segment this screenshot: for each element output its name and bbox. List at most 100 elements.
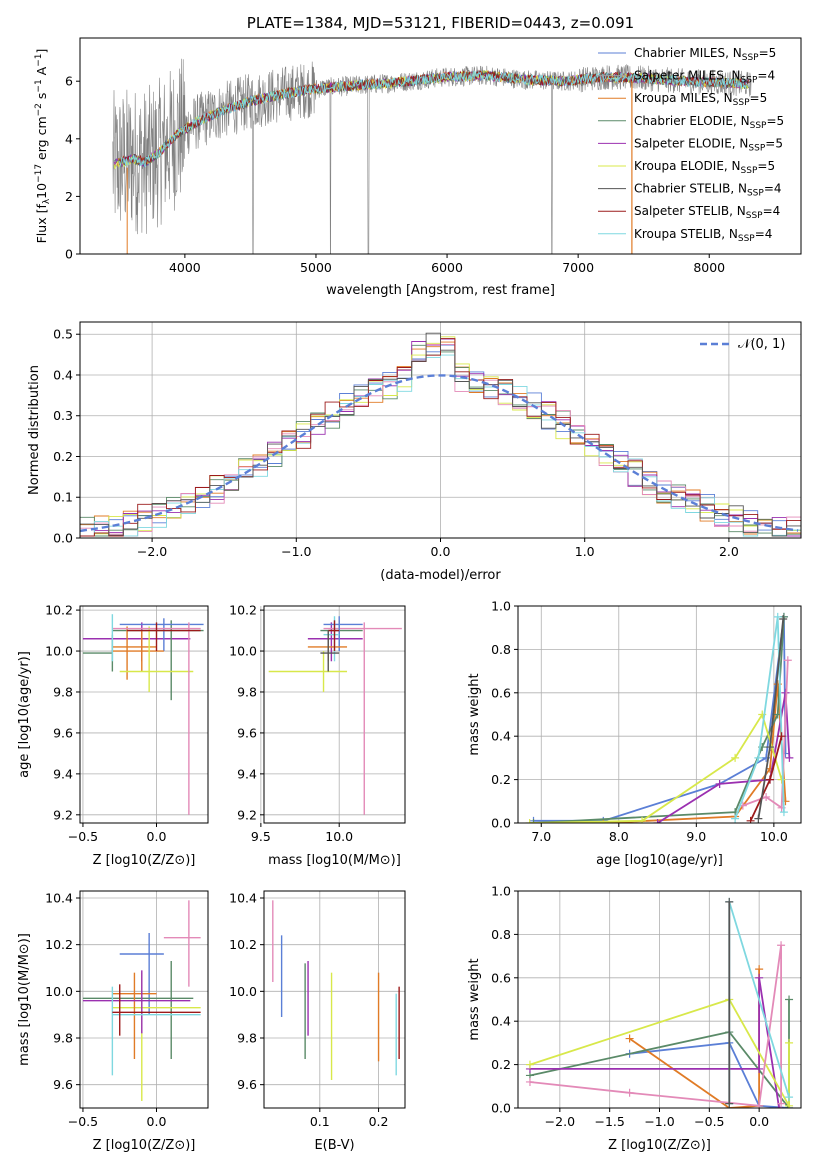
weight_vs_age-ylabel: mass weight (467, 673, 482, 755)
weight_vs_age-ytick-label: 0.4 (491, 729, 511, 744)
residuals-panel: −2.0 −1.0 0.0 1.0 2.0 0.0 0.1 0.2 0.3 0.4 0.5 𝒩(0, … (27, 321, 802, 583)
age_vs_mass-ytick-label: 9.4 (237, 766, 257, 781)
mass_vs_ebv-ytick-label: 10.4 (229, 891, 257, 906)
weight_vs_age-ytick-label: 0.0 (491, 816, 511, 831)
age-vs-mass-panel: 9.5 10.0 9.2 9.4 9.6 9.8 10.0 10.2 mass [log10(M… (229, 603, 406, 868)
age_vs_mass-ytick-label: 9.8 (237, 684, 257, 699)
mass_vs_ebv-ytick-label: 9.8 (237, 1031, 257, 1046)
age_vs_mass-ytick-label: 10.2 (229, 603, 257, 618)
weight_vs_Z-series-marker (625, 1034, 634, 1043)
weight_vs_Z-series-marker (755, 1101, 764, 1108)
age_vs_mass-ytick-label: 9.2 (237, 807, 257, 822)
mass_vs_Z-frame (79, 890, 209, 1109)
weight_vs_Z-series-marker (777, 1099, 786, 1108)
residuals-xlabel: (data-model)/error (380, 568, 501, 583)
weight_vs_Z-series-line (629, 1041, 790, 1108)
spectrum-data-line (112, 58, 752, 254)
weight_vs_Z-series-marker (777, 941, 786, 950)
mass_vs_Z-ylabel: mass [log10(M/M⊙)] (17, 933, 32, 1066)
spectrum-legend-label: Chabrier ELODIE, NSSP=5 (634, 114, 784, 131)
weight_vs_age-series-line (529, 712, 783, 823)
spectrum-ylabel: Flux [fλ10−17 erg cm−2 s−1 A−1] (34, 49, 52, 244)
weight_vs_age-series-marker (653, 819, 662, 823)
mass_vs_Z-ytick-label: 9.8 (53, 1031, 73, 1046)
residuals-xtick-label: 2.0 (719, 544, 739, 559)
weight_vs_age-series-line (749, 735, 783, 822)
mass-vs-ebv-panel: 0.1 0.2 9.6 9.8 10.0 10.2 10.4 E(B-V) (229, 890, 406, 1153)
spectrum-legend-label: Salpeter STELIB, NSSP=4 (634, 204, 780, 221)
residuals-ytick-label: 0.0 (53, 531, 73, 546)
weight_vs_Z-series-marker (525, 1060, 534, 1069)
weight_vs_Z-series-marker (755, 1064, 764, 1073)
weight_vs_age-series-marker (779, 808, 788, 817)
spectrum-xtick-label: 5000 (300, 260, 332, 275)
weight_vs_Z-xtick-label: −0.5 (694, 1114, 724, 1129)
weight_vs_Z-ytick-label: 0.4 (491, 1014, 511, 1029)
spectrum-legend-label: Chabrier STELIB, NSSP=4 (634, 182, 782, 199)
weight_vs_Z-series-marker (725, 897, 734, 906)
weight_vs_age-series-marker (529, 819, 538, 823)
age_vs_mass-xtick-label: 9.5 (251, 829, 271, 844)
weight_vs_Z-series-marker (755, 973, 764, 982)
age_vs_Z-ytick-label: 9.8 (53, 684, 73, 699)
age-vs-Z-panel: −0.5 0.0 9.2 9.4 9.6 9.8 10.0 10.2 Z [log10(Z/Z⊙… (17, 603, 209, 868)
spectrum-panel: 4000 5000 6000 7000 8000 0 2 4 6 Chabrier MILES, … (34, 14, 802, 298)
age_vs_Z-ytick-label: 9.4 (53, 766, 73, 781)
weight_vs_age-xtick-label: 10.0 (760, 829, 788, 844)
weight_vs_age-ytick-label: 0.2 (491, 772, 511, 787)
mass_vs_ebv-ytick-label: 9.6 (237, 1077, 257, 1092)
weight_vs_age-series-line (533, 616, 785, 823)
normal-curve (80, 374, 799, 533)
weight_vs_age-series-marker (777, 732, 786, 741)
weight_vs_Z-xlabel: Z [log10(Z/Z⊙)] (608, 1138, 711, 1153)
weight_vs_Z-xtick-label: −2.0 (545, 1114, 575, 1129)
mass_vs_Z-ytick-label: 10.0 (45, 984, 73, 999)
weight_vs_age-ytick-label: 1.0 (491, 599, 511, 614)
weight_vs_Z-ytick-label: 0.0 (491, 1101, 511, 1116)
weight_vs_age-series-marker (731, 814, 740, 823)
weight_vs_age-series-marker (731, 753, 740, 762)
residuals-xtick-label: −2.0 (137, 544, 167, 559)
spectrum-xtick-label: 4000 (169, 260, 201, 275)
spectrum-xtick-label: 7000 (562, 260, 594, 275)
age_vs_mass-xlabel: mass [log10(M/M⊙)] (268, 853, 401, 868)
spectrum-legend-label: Salpeter MILES, NSSP=4 (634, 69, 775, 86)
age_vs_Z-xlabel: Z [log10(Z/Z⊙)] (93, 853, 196, 868)
weight_vs_Z-ytick-label: 0.6 (491, 970, 511, 985)
weight_vs_Z-series-marker (775, 1104, 784, 1108)
age_vs_Z-ytick-label: 10.2 (45, 603, 73, 618)
weight_vs_age-ytick-label: 0.8 (491, 642, 511, 657)
residuals-ytick-label: 0.3 (53, 408, 73, 423)
age_vs_mass-xtick-label: 10.0 (325, 829, 353, 844)
weight_vs_age-series-marker (525, 819, 534, 823)
weight_vs_age-frame (517, 605, 802, 824)
weight_vs_Z-series-marker (785, 1093, 794, 1102)
spectrum-title: PLATE=1384, MJD=53121, FIBERID=0443, z=0… (247, 14, 634, 32)
mass_vs_ebv-xtick-label: 0.1 (310, 1114, 330, 1129)
weight_vs_age-series-marker (765, 743, 774, 752)
weight_vs_Z-ylabel: mass weight (467, 958, 482, 1040)
weight_vs_Z-series-marker (785, 1038, 794, 1047)
residuals-ytick-label: 0.4 (53, 367, 73, 382)
residuals-ytick-label: 0.2 (53, 449, 73, 464)
spectrum-ytick-label: 2 (65, 189, 73, 204)
weight_vs_age-series-marker (773, 612, 782, 621)
weight_vs_age-xtick-label: 8.0 (609, 829, 629, 844)
age_vs_Z-frame (79, 605, 209, 824)
weight_vs_Z-ytick-label: 0.2 (491, 1057, 511, 1072)
weight_vs_Z-series-marker (785, 1101, 794, 1108)
spectrum-legend-label: Kroupa ELODIE, NSSP=5 (634, 159, 775, 176)
residuals-ylabel: Normed distribution (27, 365, 42, 495)
weight_vs_age-series-marker (754, 814, 763, 823)
mass_vs_Z-ytick-label: 10.2 (45, 937, 73, 952)
weight_vs_age-series-line (734, 616, 785, 820)
age_vs_Z-ytick-label: 9.6 (53, 725, 73, 740)
weight_vs_age-series-marker (715, 779, 724, 788)
age_vs_Z-ylabel: age [log10(age/yr)] (17, 651, 32, 778)
weight_vs_age-series-marker (746, 816, 755, 823)
residuals-xtick-label: 0.0 (431, 544, 451, 559)
weight_vs_age-ytick-label: 0.6 (491, 685, 511, 700)
weight_vs_Z-series-line (530, 977, 780, 1108)
weight_vs_age-series-marker (754, 753, 763, 762)
weight_vs_age-series-line (742, 660, 789, 810)
